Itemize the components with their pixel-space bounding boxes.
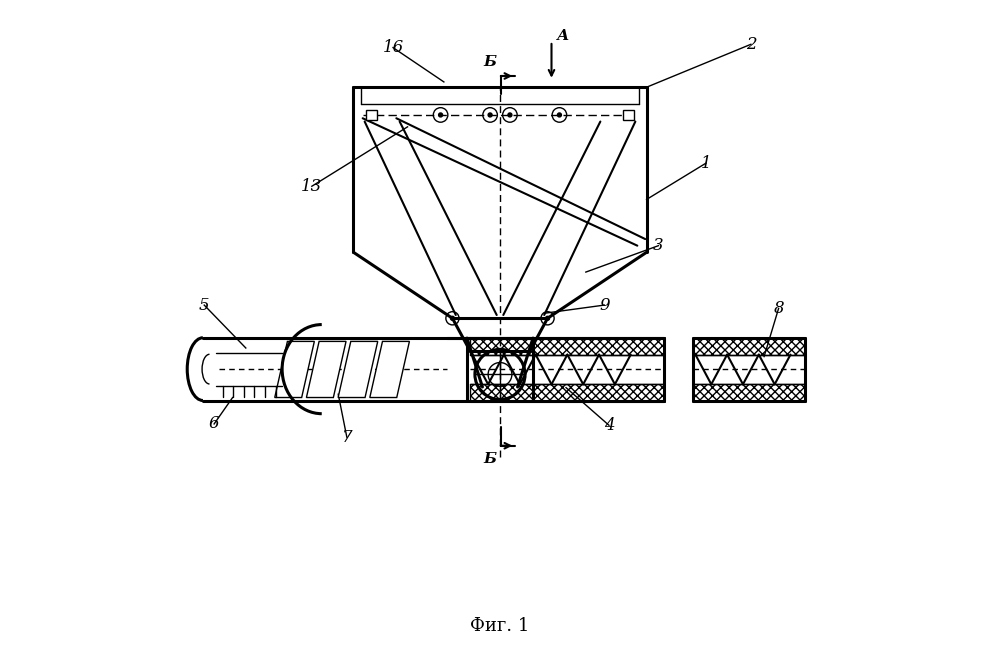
Text: А: А (557, 29, 569, 42)
Bar (366, 109, 377, 120)
Text: 3: 3 (653, 237, 664, 254)
Bar (623, 109, 634, 120)
Bar (693, 338, 805, 355)
Text: 8: 8 (773, 300, 784, 317)
Text: 13: 13 (301, 178, 322, 195)
Text: 6: 6 (209, 416, 219, 432)
Bar (693, 385, 805, 401)
Text: 16: 16 (382, 39, 404, 56)
Circle shape (546, 316, 550, 320)
Bar (470, 338, 664, 355)
Polygon shape (338, 341, 378, 398)
Text: Фиг. 1: Фиг. 1 (470, 617, 530, 635)
Circle shape (439, 113, 443, 117)
Text: 5: 5 (199, 296, 210, 314)
Polygon shape (306, 341, 346, 398)
Text: 2: 2 (746, 36, 756, 53)
Polygon shape (370, 341, 409, 398)
Circle shape (450, 316, 454, 320)
Text: 1: 1 (701, 154, 711, 172)
Polygon shape (275, 341, 314, 398)
Text: Б: Б (484, 56, 497, 70)
Text: 4: 4 (604, 417, 614, 434)
Text: 9: 9 (599, 296, 610, 314)
Circle shape (488, 113, 492, 117)
Text: 7: 7 (342, 429, 352, 446)
Bar (470, 385, 664, 401)
Circle shape (508, 113, 512, 117)
Circle shape (557, 113, 561, 117)
Text: Б: Б (484, 452, 497, 466)
